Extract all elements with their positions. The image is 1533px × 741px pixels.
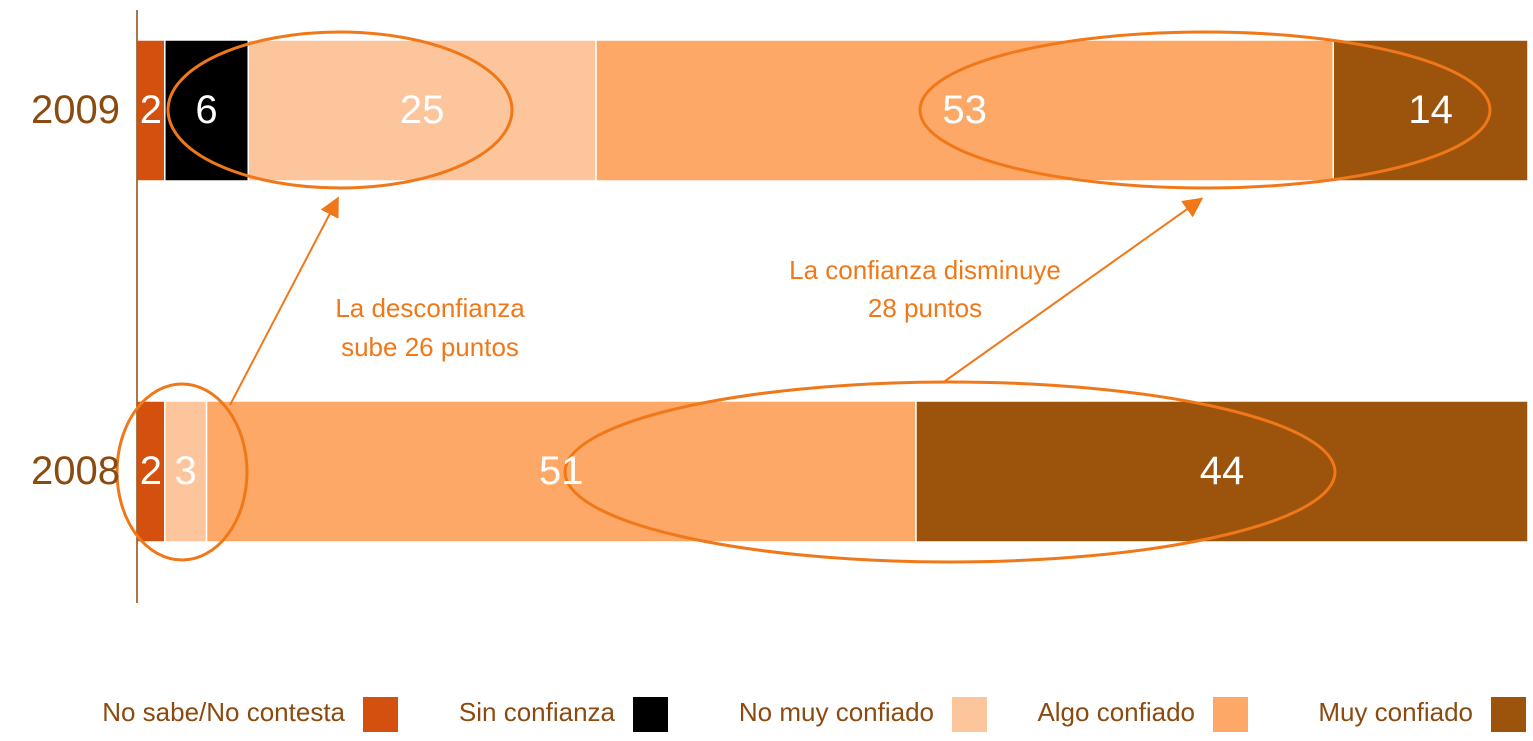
annotation: sube 26 puntos — [341, 332, 519, 362]
value-label: 6 — [195, 88, 217, 132]
value-label: 14 — [1408, 88, 1453, 132]
highlight-ellipse — [563, 380, 1337, 564]
value-label: 2 — [140, 88, 162, 132]
highlight-ellipse — [918, 30, 1492, 190]
bar-segment — [205, 400, 917, 543]
bar-segment — [164, 400, 208, 543]
arrow — [944, 197, 1204, 382]
legend-label: Sin confianza — [459, 697, 616, 727]
value-label: 2 — [140, 449, 162, 493]
annotation: La confianza disminuye — [789, 255, 1061, 285]
value-label: 53 — [942, 88, 987, 132]
y-tick-label: 2009 — [31, 88, 120, 132]
highlight-ellipse — [115, 382, 249, 562]
arrow — [229, 196, 339, 406]
annotation: La desconfianza — [335, 293, 525, 323]
value-label: 44 — [1200, 449, 1245, 493]
value-label: 25 — [400, 88, 445, 132]
legend-swatch — [1213, 697, 1248, 732]
value-label: 51 — [539, 449, 584, 493]
legend-label: No sabe/No contesta — [102, 697, 345, 727]
bar-segment — [915, 400, 1529, 543]
bar-segment — [595, 39, 1335, 182]
legend-label: Algo confiado — [1037, 697, 1195, 727]
legend-label: Muy confiado — [1318, 697, 1473, 727]
bar-segment — [164, 39, 250, 182]
bars — [136, 39, 1529, 543]
legend-swatch — [363, 697, 398, 732]
legend-label: No muy confiado — [739, 697, 934, 727]
legend-swatch — [1491, 697, 1526, 732]
highlight-ellipse — [166, 30, 514, 190]
annotation: 28 puntos — [868, 293, 982, 323]
legend-swatch — [952, 697, 987, 732]
y-tick-label: 2008 — [31, 449, 120, 493]
legend-swatch — [633, 697, 668, 732]
value-label: 3 — [175, 449, 197, 493]
highlights — [115, 30, 1492, 564]
